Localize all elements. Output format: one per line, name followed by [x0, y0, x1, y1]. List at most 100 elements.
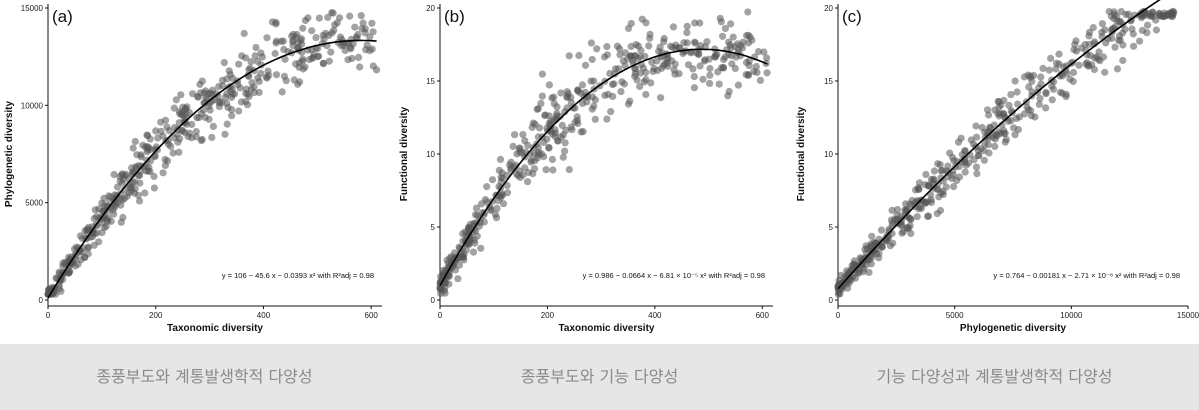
scatter-point	[197, 89, 205, 97]
x-tick-label: 600	[756, 311, 770, 320]
scatter-point	[1045, 66, 1053, 74]
scatter-point	[150, 184, 158, 192]
panel-label: (c)	[842, 7, 862, 26]
scatter-point	[294, 39, 302, 47]
scatter-point	[980, 147, 988, 155]
scatter-point	[669, 23, 678, 31]
scatter-point	[550, 93, 558, 101]
scatter-point	[734, 40, 742, 48]
scatter-point	[855, 268, 863, 276]
scatter-point	[503, 181, 511, 190]
scatter-point	[706, 79, 714, 87]
scatter-point	[645, 42, 653, 50]
scatter-point	[524, 178, 532, 186]
scatter-point	[727, 20, 735, 28]
scatter-point	[690, 84, 698, 92]
scatter-point	[937, 167, 945, 175]
y-tick-label: 5	[829, 223, 834, 232]
scatter-point	[746, 33, 754, 41]
scatter-point	[209, 122, 217, 130]
y-axis-label: Functional diversity	[399, 106, 410, 201]
scatter-point	[231, 90, 239, 98]
scatter-point	[760, 48, 768, 56]
x-tick-label: 400	[257, 311, 271, 320]
scatter-point	[642, 68, 650, 76]
scatter-point	[221, 130, 229, 138]
scatter-point	[243, 101, 252, 109]
scatter-point	[690, 73, 698, 81]
scatter-point	[906, 222, 914, 230]
scatter-point	[252, 43, 260, 52]
scatter-point	[519, 131, 527, 139]
scatter-point	[600, 53, 609, 61]
x-tick-label: 0	[438, 311, 443, 320]
caption-b: 종풍부도와 기능 다양성	[520, 367, 679, 386]
scatter-point	[954, 138, 963, 146]
scatter-point	[477, 244, 485, 252]
scatter-point	[320, 35, 328, 43]
scatter-point	[280, 72, 288, 80]
scatter-point	[57, 287, 65, 295]
scatter-point	[1089, 24, 1097, 32]
scatter-point	[603, 43, 611, 51]
scatter-point	[672, 41, 680, 49]
scatter-point	[1025, 83, 1033, 91]
scatter-point	[506, 161, 514, 169]
scatter-point	[972, 122, 980, 130]
scatter-point	[1096, 57, 1104, 65]
scatter-point	[683, 28, 691, 37]
scatter-point	[196, 80, 204, 88]
scatter-point	[835, 289, 843, 297]
scatter-point	[893, 206, 902, 214]
scatter-point	[1035, 100, 1043, 108]
scatter-point	[496, 192, 505, 200]
scatter-point	[436, 285, 444, 293]
scatter-point	[110, 210, 118, 218]
scatter-point	[1102, 39, 1110, 47]
scatter-point	[540, 138, 548, 146]
scatter-point	[728, 60, 736, 68]
scatter-point	[545, 81, 553, 89]
scatter-point	[144, 143, 153, 151]
scatter-point	[223, 120, 231, 128]
scatter-point	[604, 90, 612, 98]
scatter-point	[113, 183, 122, 191]
scatter-point	[1042, 88, 1050, 96]
scatter-point	[875, 249, 883, 258]
scatter-point	[465, 224, 473, 232]
scatter-point	[344, 56, 352, 64]
scatter-point	[1091, 38, 1099, 46]
scatter-point	[339, 39, 347, 47]
scatter-point	[689, 65, 697, 73]
scatter-point	[575, 51, 583, 60]
scatter-point	[301, 63, 309, 71]
scatter-point	[247, 58, 255, 66]
scatter-point	[901, 206, 909, 214]
scatter-point	[179, 111, 187, 119]
scatter-point	[150, 172, 158, 180]
scatter-point	[649, 67, 657, 75]
scatter-point	[236, 84, 244, 92]
scatter-point	[503, 189, 512, 197]
scatter-point	[561, 139, 569, 147]
scatter-point	[1027, 112, 1035, 120]
scatter-point	[351, 23, 359, 31]
scatter-point	[215, 83, 223, 91]
scatter-point	[579, 128, 587, 136]
scatter-point	[695, 50, 703, 58]
scatter-point	[616, 51, 624, 59]
scatter-point	[996, 110, 1004, 118]
scatter-point	[991, 142, 999, 150]
scatter-point	[315, 14, 323, 22]
scatter-point	[565, 166, 573, 174]
scatter-point	[703, 38, 711, 46]
scatter-point	[1119, 56, 1127, 65]
scatter-point	[889, 239, 897, 247]
scatter-point	[228, 106, 236, 114]
x-tick-label: 0	[46, 311, 51, 320]
scatter-point	[1069, 68, 1078, 77]
x-tick-label: 200	[541, 311, 555, 320]
scatter-point	[100, 224, 108, 232]
scatter-point	[538, 70, 546, 78]
scatter-point	[55, 268, 63, 276]
